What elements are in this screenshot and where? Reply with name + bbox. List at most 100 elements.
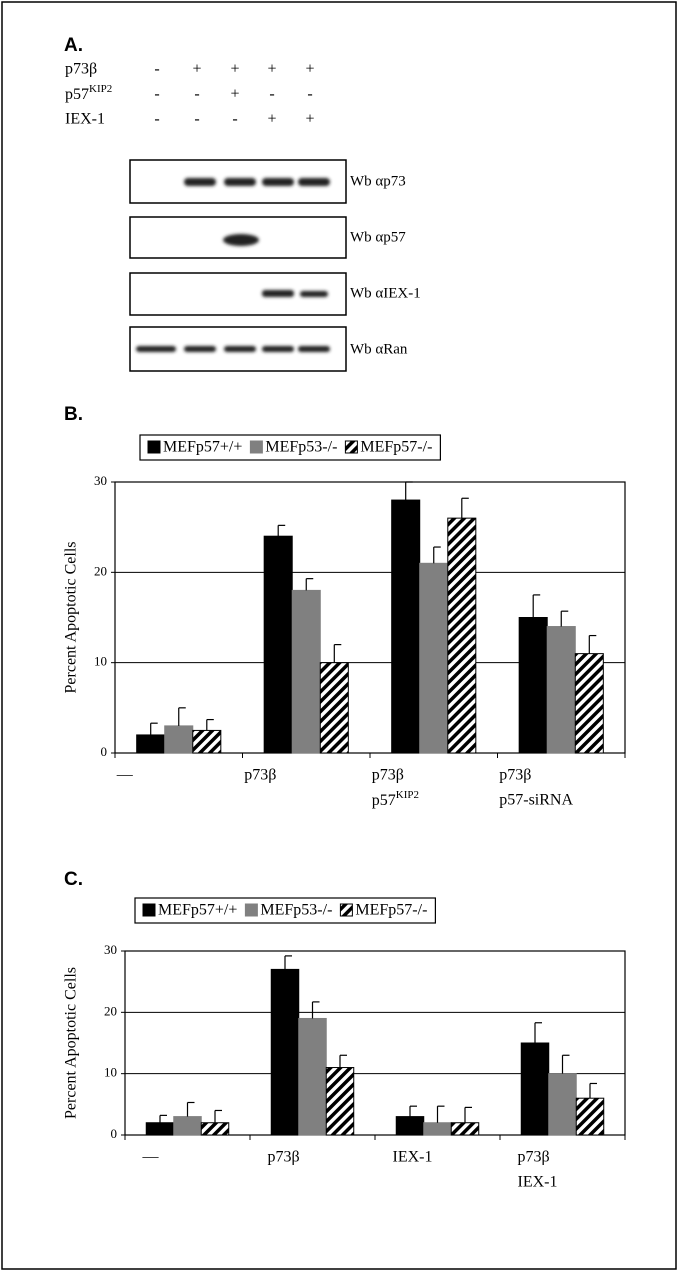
y-tick-label: 0 xyxy=(101,744,108,759)
bar xyxy=(575,654,603,753)
bar xyxy=(292,590,320,753)
y-tick-label: 10 xyxy=(94,654,107,669)
sign: + xyxy=(267,61,276,78)
legend: MEFp57+/+ MEFp53-/- MEFp57-/- xyxy=(135,898,435,923)
bar xyxy=(547,627,575,753)
bar xyxy=(448,518,476,753)
bar xyxy=(165,726,193,753)
sign: - xyxy=(154,61,159,78)
blots xyxy=(136,178,330,352)
error-bar xyxy=(434,547,441,563)
bar xyxy=(576,1098,604,1135)
error-bar xyxy=(406,482,413,500)
sign: + xyxy=(230,61,239,78)
error-bar xyxy=(215,1110,222,1122)
error-bar xyxy=(278,525,285,536)
legend-label: MEFp57+/+ xyxy=(163,439,242,456)
bar xyxy=(264,536,292,753)
error-bar xyxy=(160,1115,167,1122)
sign: - xyxy=(194,111,199,128)
error-bar xyxy=(151,723,158,735)
error-bar xyxy=(590,1083,597,1098)
legend: MEFp57+/+ MEFp53-/- MEFp57-/- xyxy=(140,435,440,460)
error-bar xyxy=(563,1055,570,1073)
sign: + xyxy=(230,86,239,103)
y-tick-label: 10 xyxy=(104,1065,117,1080)
y-axis-label: Percent Apoptotic Cells xyxy=(63,542,80,694)
condition-label: p57KIP2 xyxy=(65,83,112,103)
error-bar xyxy=(462,498,469,518)
blot-label: Wb αp73 xyxy=(350,173,406,189)
bar xyxy=(519,618,547,754)
x-tick-label: p57KIP2 xyxy=(372,789,419,809)
sign: + xyxy=(267,111,276,128)
error-bar xyxy=(334,645,341,663)
error-bar xyxy=(410,1106,417,1116)
y-tick-label: 20 xyxy=(104,1003,117,1018)
bar xyxy=(521,1043,549,1135)
bar xyxy=(420,563,448,753)
sign: - xyxy=(154,86,159,103)
bar xyxy=(424,1123,452,1135)
bar xyxy=(193,730,221,753)
sign: - xyxy=(307,86,312,103)
bar xyxy=(392,500,420,753)
panel-label: A. xyxy=(64,35,83,56)
error-bar xyxy=(438,1106,445,1123)
bar xyxy=(451,1123,479,1135)
legend-swatch xyxy=(250,441,262,453)
error-bar xyxy=(179,708,186,726)
blot-label: Wb αp57 xyxy=(350,229,406,245)
x-tick-label: p73β xyxy=(268,1149,300,1166)
error-bar xyxy=(340,1055,347,1067)
x-tick-label: p73β xyxy=(372,767,404,784)
sign: + xyxy=(192,61,201,78)
condition-label: p73β xyxy=(65,61,97,78)
error-bar xyxy=(561,611,568,626)
bar xyxy=(146,1123,174,1135)
bar xyxy=(396,1117,424,1135)
sign: + xyxy=(305,111,314,128)
y-tick-label: 30 xyxy=(94,473,107,488)
sign: + xyxy=(305,61,314,78)
legend-swatch xyxy=(245,904,257,916)
legend-label: MEFp53-/- xyxy=(260,902,332,919)
legend-label: MEFp57+/+ xyxy=(158,902,237,919)
x-tick-label: IEX-1 xyxy=(393,1149,433,1166)
error-bar xyxy=(306,579,313,591)
sign: - xyxy=(154,111,159,128)
panel-label: B. xyxy=(64,404,83,425)
blot-frames xyxy=(130,160,346,371)
error-bar xyxy=(188,1102,195,1116)
x-tick-label-sup: KIP2 xyxy=(396,789,419,801)
error-bar xyxy=(533,595,540,618)
legend-swatch xyxy=(340,904,352,916)
error-bar xyxy=(535,1023,542,1043)
error-bar xyxy=(207,720,214,731)
blot-label: Wb αRan xyxy=(350,341,408,357)
x-tick-label: p73β xyxy=(499,767,531,784)
legend-swatch xyxy=(148,441,160,453)
bar xyxy=(137,735,165,753)
panel-label: C. xyxy=(64,869,83,890)
x-tick-label: IEX-1 xyxy=(518,1174,558,1191)
sign: - xyxy=(194,86,199,103)
bar xyxy=(271,969,299,1135)
bar xyxy=(320,663,348,753)
bar xyxy=(326,1068,354,1135)
y-tick-label: 20 xyxy=(94,563,107,578)
sign: - xyxy=(232,111,237,128)
sign: - xyxy=(269,86,274,103)
x-tick-label: — xyxy=(142,1149,160,1166)
legend-label: MEFp57-/- xyxy=(355,902,427,919)
error-bar xyxy=(285,956,292,969)
bar xyxy=(549,1074,577,1135)
error-bar xyxy=(465,1107,472,1122)
figure: A. p73β-++++p57KIP2--+--IEX-1---++Wb αp7… xyxy=(0,0,678,1271)
legend-swatch xyxy=(345,441,357,453)
condition-label-base: p57 xyxy=(65,86,89,103)
legend-label: MEFp53-/- xyxy=(265,439,337,456)
x-tick-label: p73β xyxy=(244,767,276,784)
legend-label: MEFp57-/- xyxy=(360,439,432,456)
y-tick-label: 0 xyxy=(111,1126,118,1141)
